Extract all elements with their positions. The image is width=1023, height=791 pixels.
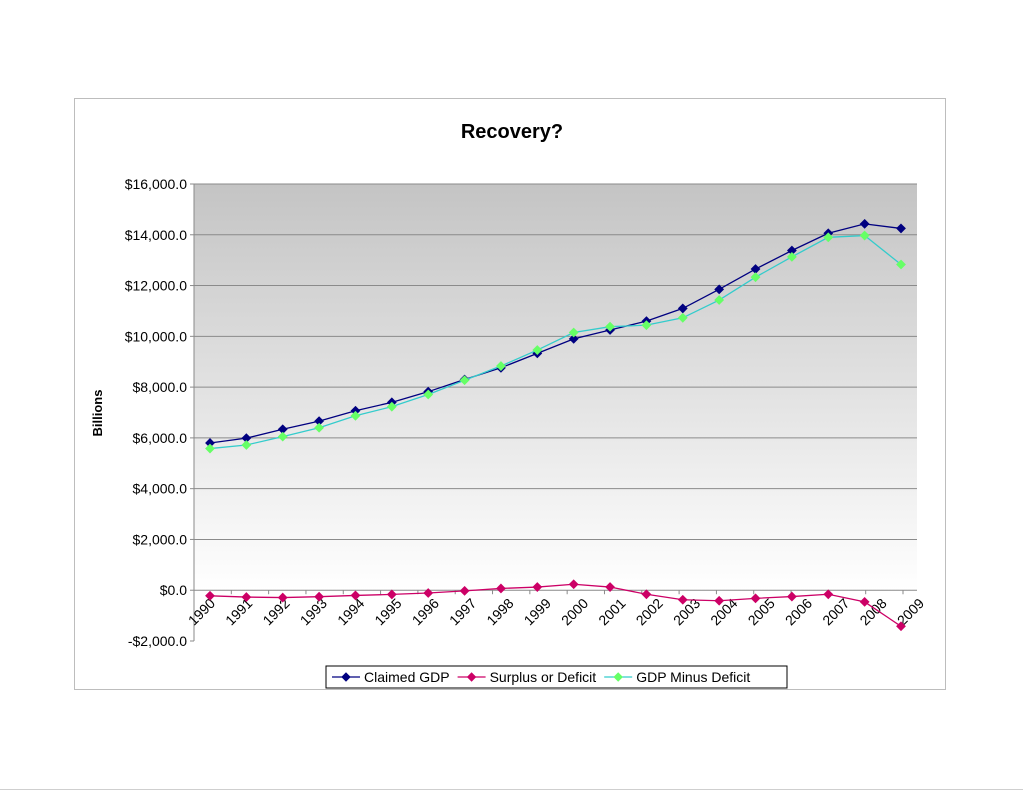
x-tick-label: 1990 bbox=[185, 595, 218, 628]
x-tick-label: 2009 bbox=[894, 595, 927, 628]
y-tick-label: $12,000.0 bbox=[125, 278, 187, 294]
y-tick-label: $0.0 bbox=[160, 582, 187, 598]
x-tick-label: 2000 bbox=[558, 595, 591, 628]
data-point bbox=[750, 272, 761, 283]
legend-label: Surplus or Deficit bbox=[490, 669, 597, 685]
legend-label: Claimed GDP bbox=[364, 669, 450, 685]
data-point bbox=[750, 593, 761, 604]
x-tick-label: 1997 bbox=[446, 595, 479, 628]
legend-label: GDP Minus Deficit bbox=[636, 669, 750, 685]
data-point bbox=[277, 431, 288, 442]
x-tick-label: 1994 bbox=[334, 595, 367, 628]
page-bottom-rule bbox=[0, 789, 1023, 790]
series-line bbox=[209, 234, 902, 450]
legend-item: GDP Minus Deficit bbox=[604, 669, 750, 685]
data-point bbox=[241, 440, 252, 450]
data-point bbox=[677, 303, 688, 314]
data-point bbox=[859, 596, 870, 607]
data-point bbox=[459, 585, 470, 596]
x-tick-label: 1991 bbox=[222, 595, 255, 628]
data-point bbox=[677, 594, 688, 605]
y-tick-label: $6,000.0 bbox=[133, 430, 188, 446]
line-chart: Recovery? Billions -$2,000.0 $0.0 $2,000.0… bbox=[90, 121, 927, 689]
data-point bbox=[277, 592, 288, 603]
y-tick-label: -$2,000.0 bbox=[128, 633, 187, 649]
y-tick-label: $4,000.0 bbox=[133, 481, 188, 497]
data-point bbox=[896, 223, 906, 234]
data-point bbox=[423, 389, 434, 400]
x-tick-label: 1993 bbox=[297, 595, 330, 628]
data-point bbox=[459, 375, 470, 386]
data-point bbox=[896, 621, 906, 632]
data-point bbox=[714, 295, 725, 305]
data-point bbox=[641, 320, 652, 331]
data-point bbox=[786, 591, 797, 602]
data-point bbox=[605, 321, 615, 332]
data-point bbox=[205, 590, 215, 601]
data-point bbox=[568, 579, 579, 590]
y-tick-label: $2,000.0 bbox=[133, 531, 188, 547]
data-point bbox=[386, 589, 397, 600]
data-point bbox=[532, 345, 543, 355]
data-point bbox=[350, 590, 361, 601]
legend-box bbox=[325, 665, 788, 689]
legend-marker bbox=[341, 672, 351, 682]
data-point bbox=[823, 232, 834, 243]
data-point bbox=[641, 589, 652, 600]
data-point bbox=[314, 422, 325, 433]
data-point bbox=[605, 582, 615, 592]
y-tick-label: $14,000.0 bbox=[125, 227, 187, 243]
data-point bbox=[496, 583, 506, 594]
x-tick-label: 1999 bbox=[521, 595, 554, 628]
legend-item: Surplus or Deficit bbox=[457, 669, 597, 685]
data-point bbox=[241, 592, 252, 602]
data-point bbox=[714, 595, 725, 606]
data-point bbox=[786, 251, 797, 262]
y-tick-label: $16,000.0 bbox=[125, 176, 187, 192]
data-point bbox=[568, 333, 579, 344]
y-tick-label: $8,000.0 bbox=[133, 379, 188, 395]
series-line bbox=[209, 583, 902, 627]
x-tick-label: 2007 bbox=[819, 595, 852, 628]
series-1 bbox=[205, 579, 906, 632]
x-tick-label: 2006 bbox=[782, 595, 815, 628]
x-tick-label: 1992 bbox=[259, 595, 292, 628]
legend-marker bbox=[613, 672, 623, 682]
data-point bbox=[568, 327, 579, 338]
y-axis-label: Billions bbox=[90, 390, 105, 437]
data-point bbox=[532, 582, 543, 592]
x-tick-label: 1995 bbox=[371, 595, 404, 628]
x-tick-label: 2002 bbox=[633, 595, 666, 628]
chart-frame: Recovery? Billions -$2,000.0 $0.0 $2,000.0… bbox=[74, 98, 946, 690]
series-2 bbox=[205, 230, 906, 454]
data-point bbox=[205, 443, 215, 454]
x-tick-label: 2001 bbox=[595, 595, 628, 628]
data-point bbox=[386, 401, 397, 412]
y-tick-label: $10,000.0 bbox=[125, 328, 187, 344]
data-point bbox=[677, 312, 688, 323]
data-point bbox=[859, 218, 870, 229]
x-tick-label: 1998 bbox=[483, 595, 516, 628]
data-point bbox=[496, 361, 506, 371]
data-point bbox=[314, 591, 325, 602]
x-tick-label: 2005 bbox=[745, 595, 778, 628]
data-point bbox=[350, 410, 361, 421]
chart-title: Recovery? bbox=[461, 121, 563, 143]
x-tick-label: 1996 bbox=[409, 595, 442, 628]
data-point bbox=[859, 230, 870, 241]
legend-item: Claimed GDP bbox=[332, 669, 450, 685]
data-point bbox=[423, 588, 434, 598]
series-line bbox=[209, 223, 902, 444]
data-point bbox=[714, 284, 725, 295]
legend-marker bbox=[466, 672, 477, 682]
data-point bbox=[823, 589, 834, 600]
data-point bbox=[896, 259, 906, 270]
x-tick-label: 2008 bbox=[856, 595, 889, 628]
